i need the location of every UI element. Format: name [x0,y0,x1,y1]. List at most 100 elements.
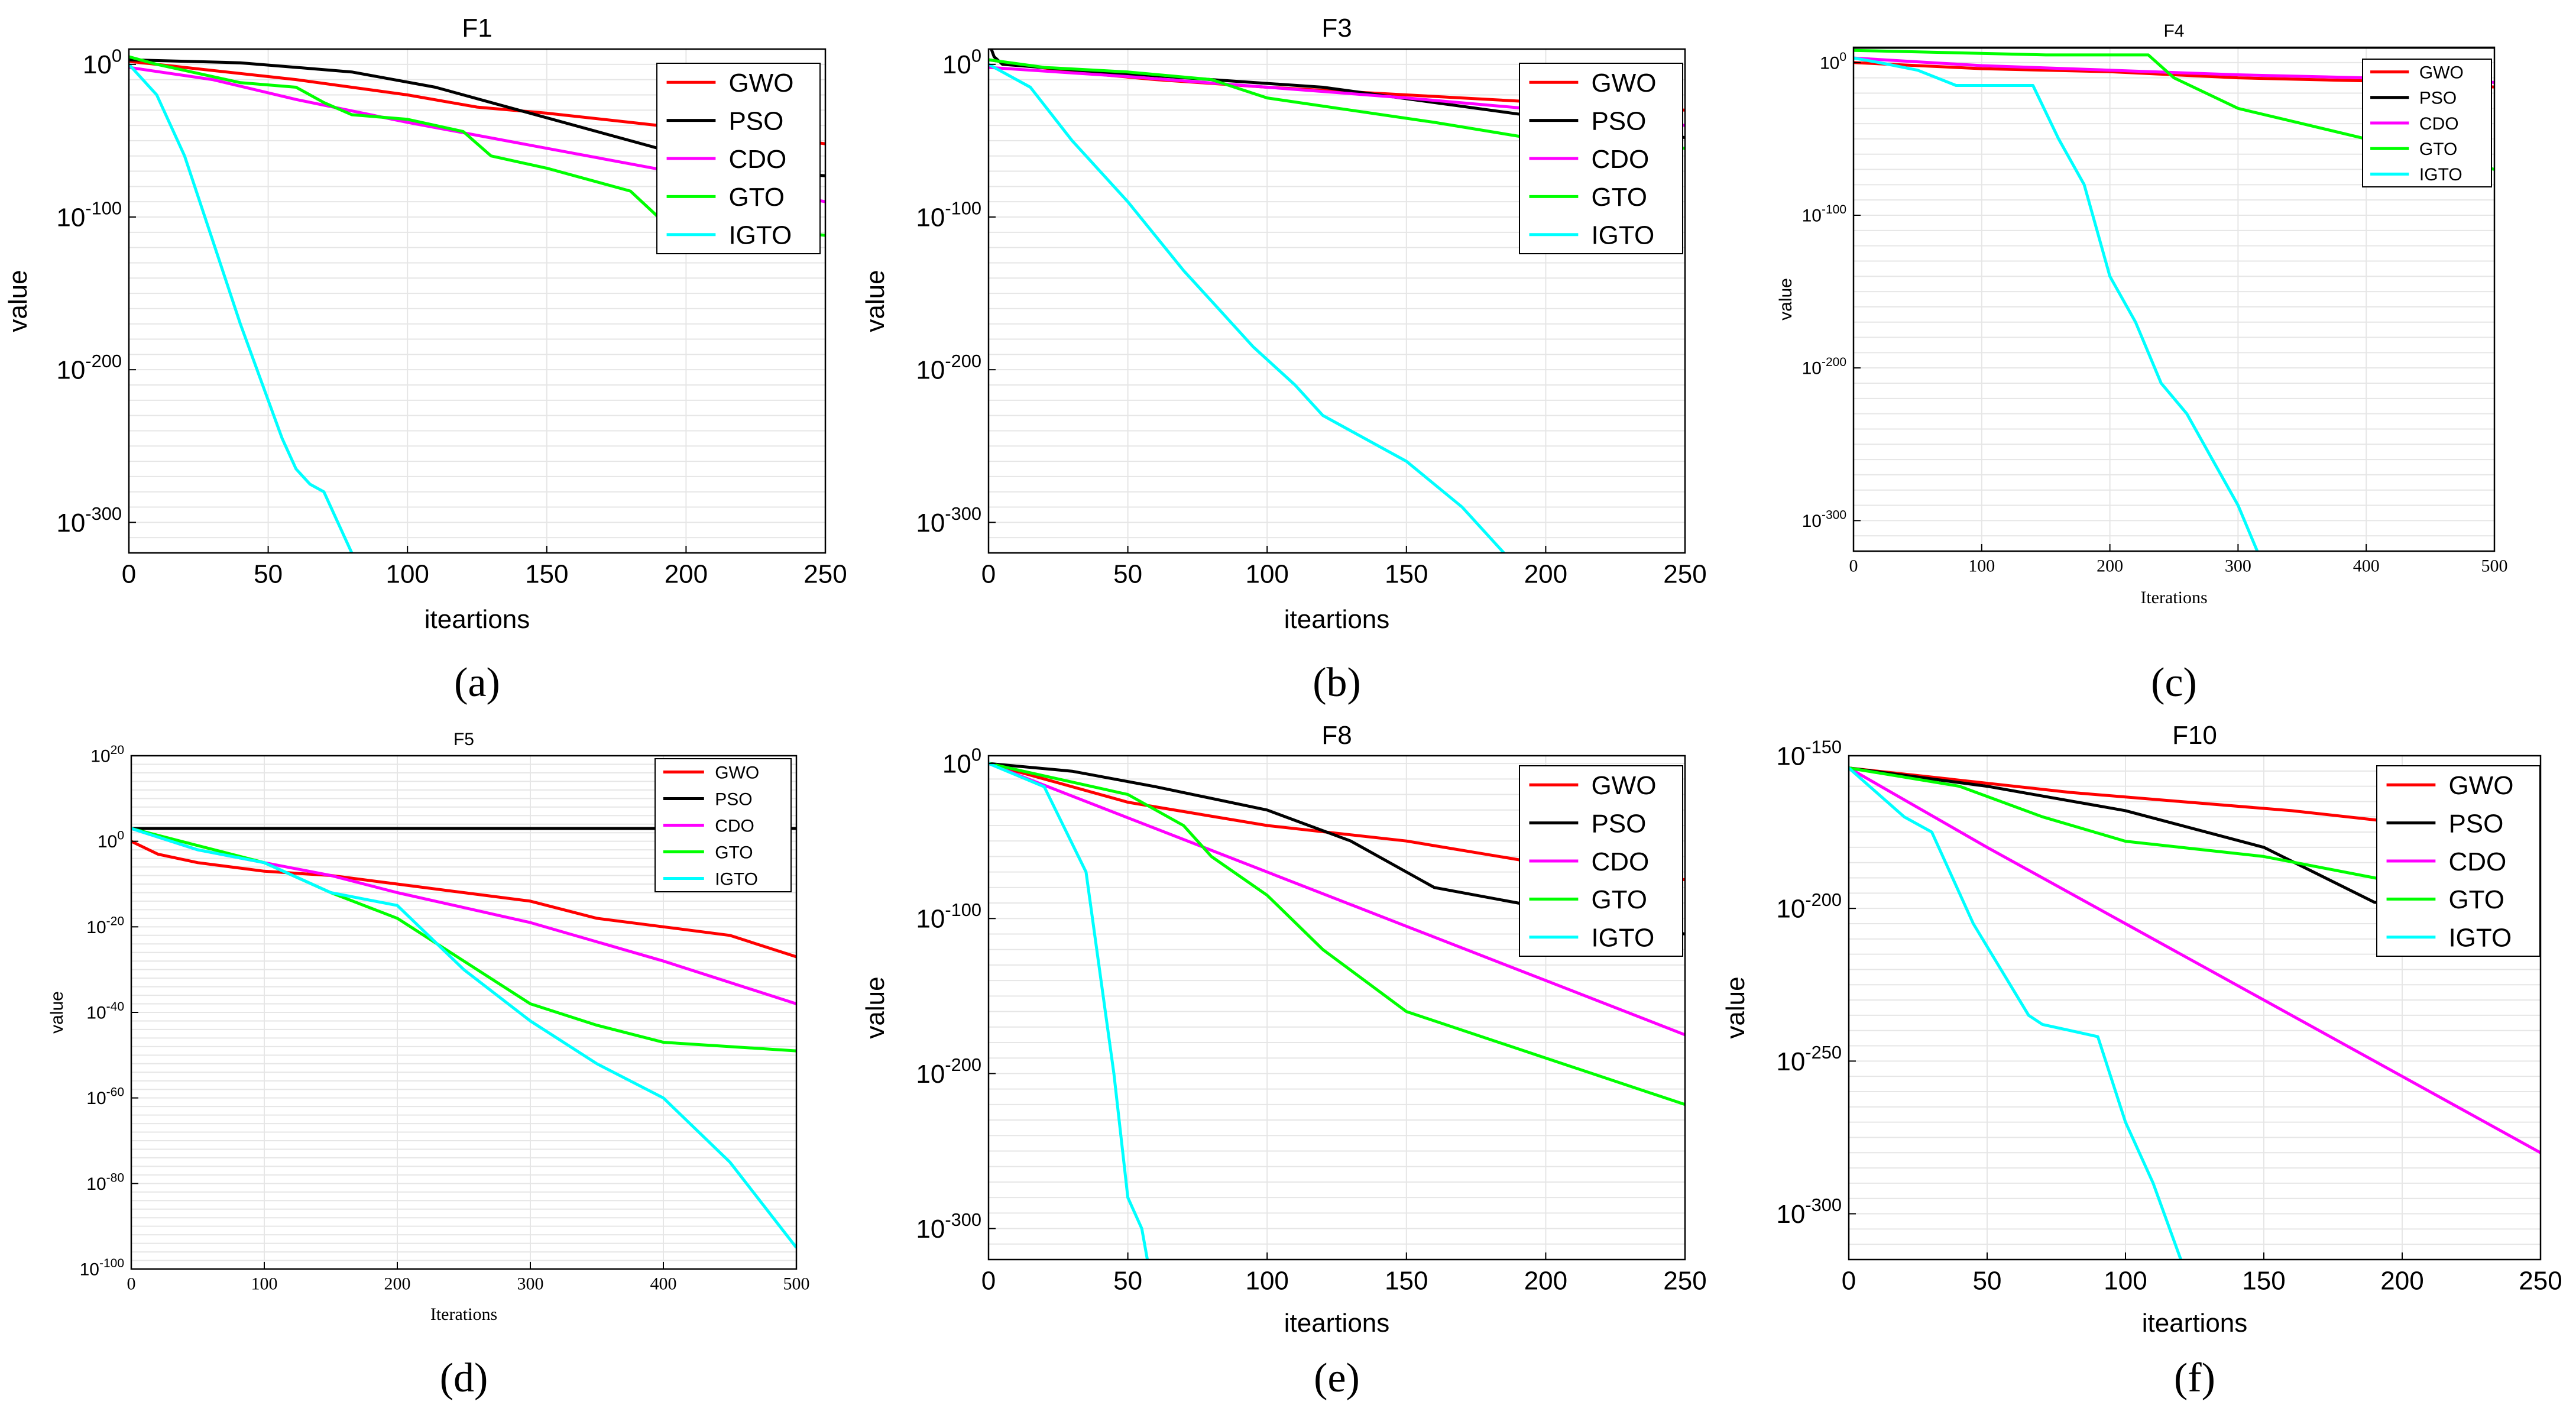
x-tick-label: 150 [1385,560,1428,589]
y-tick-label: 10-100 [80,1257,124,1280]
chart-title: F1 [462,14,492,43]
series-group [1849,766,2541,1260]
series-line-igto [1849,766,2182,1260]
x-tick-label: 50 [254,560,283,589]
x-tick-label: 100 [1245,1267,1288,1296]
x-axis-label: iteartions [1284,605,1390,634]
y-tick-label: 10-100 [916,899,981,934]
chart-panel-f8: 0 50 100 150 200 250 100 10-100 10-200 10-300 F8 it… [861,721,1707,1401]
legend-label-cdo: CDO [728,145,786,174]
series-line-igto [129,63,354,553]
legend-label-cdo: CDO [1591,145,1649,174]
y-tick-label: 10-100 [1802,203,1846,226]
panel-label: (a) [454,660,500,705]
legend-label-gwo: GWO [2448,771,2513,800]
x-tick-label: 0 [1849,556,1858,576]
x-tick-label: 200 [665,560,708,589]
legend-label-gto: GTO [2419,140,2457,159]
legend-label-gwo: GWO [715,763,759,782]
y-tick-label: 100 [942,45,981,79]
x-axis-label: iteartions [1284,1309,1390,1338]
legend-label-igto: IGTO [2448,924,2512,953]
series-line-cdo [989,762,1685,1037]
legend-label-gto: GTO [1591,885,1647,914]
y-tick-label: 10-300 [916,503,981,538]
y-axis-label: value [1721,976,1750,1038]
y-tick-label: 10-200 [916,351,981,385]
y-axis-label: value [861,270,890,332]
y-axis-label: value [861,976,890,1038]
x-axis-label: iteartions [425,605,530,634]
y-tick-label: 10-80 [86,1171,124,1194]
chart-title: F5 [453,730,474,749]
x-tick-label: 200 [2097,556,2123,576]
legend-label-pso: PSO [728,106,783,135]
y-tick-label: 10-40 [86,1000,124,1023]
x-tick-label: 0 [127,1274,136,1294]
x-tick-label: 250 [1663,1267,1706,1296]
y-tick-label: 1020 [90,743,124,766]
axes-frame [1852,46,2496,552]
legend-label-igto: IGTO [2419,165,2462,184]
legend-label-gto: GTO [1591,183,1647,212]
x-axis-label: Iterations [430,1305,497,1324]
y-tick-label: 100 [942,745,981,779]
axes-frame [987,48,1686,554]
chart-panel-f10: 0 50 100 150 200 250 10-150 10-200 10-250 10-300 F… [1721,721,2562,1401]
panel-label: (b) [1313,660,1361,705]
x-tick-label: 150 [1385,1267,1428,1296]
y-tick-label: 10-300 [916,1209,981,1244]
chart-title: F10 [2172,721,2217,750]
x-tick-label: 100 [2104,1267,2147,1296]
legend-label-igto: IGTO [715,869,758,889]
series-line-gto [989,58,1685,150]
panel-label: (e) [1314,1355,1360,1401]
x-tick-label: 200 [2380,1267,2423,1296]
x-axis-label: iteartions [2142,1309,2248,1338]
y-tick-label: 10-250 [1776,1042,1842,1076]
legend: GWO PSO CDO GTO IGTO [2362,59,2492,187]
x-tick-label: 0 [981,1267,996,1296]
x-tick-label: 0 [122,560,136,589]
y-tick-label: 100 [83,45,122,79]
legend: GWO PSO CDO GTO IGTO [1519,765,1683,957]
x-tick-label: 300 [2225,556,2251,576]
x-tick-label: 150 [2242,1267,2285,1296]
legend-label-pso: PSO [715,789,752,809]
legend-label-gwo: GWO [728,69,793,98]
panel-label: (f) [2174,1355,2215,1401]
y-tick-label: 100 [98,829,124,852]
series-line-igto [989,762,1149,1260]
legend-label-cdo: CDO [1591,847,1649,876]
chart-panel-f1: 0 50 100 150 200 250 100 10-100 10-200 10-300 F1 it… [4,14,847,705]
x-tick-label: 100 [385,560,429,589]
x-tick-label: 150 [525,560,568,589]
y-tick-label: 10-200 [916,1054,981,1089]
x-tick-label: 200 [1524,560,1567,589]
legend-label-cdo: CDO [2448,847,2506,876]
legend-label-gwo: GWO [1591,771,1656,800]
legend: GWO PSO CDO GTO IGTO [2376,765,2541,957]
x-tick-label: 0 [1842,1267,1856,1296]
x-tick-label: 50 [1973,1267,2002,1296]
series-line-igto [1854,56,2259,551]
y-tick-label: 10-200 [56,351,122,385]
x-tick-label: 500 [783,1274,810,1294]
axes-frame [1848,755,2542,1261]
panel-label: (c) [2151,660,2197,705]
y-tick-label: 100 [1820,50,1846,73]
x-tick-label: 100 [1968,556,1995,576]
series-line-igto [989,63,1505,553]
y-axis-label: value [47,991,67,1034]
x-tick-label: 100 [1245,560,1288,589]
legend-label-cdo: CDO [715,816,754,836]
legend-label-pso: PSO [1591,106,1646,135]
series-line-gto [989,762,1685,1106]
series-line-gto [1849,766,2541,910]
x-tick-label: 500 [2481,556,2508,576]
axes-frame [128,48,827,554]
y-tick-label: 10-300 [56,503,122,538]
legend-label-pso: PSO [1591,809,1646,838]
chart-title: F3 [1321,14,1352,43]
